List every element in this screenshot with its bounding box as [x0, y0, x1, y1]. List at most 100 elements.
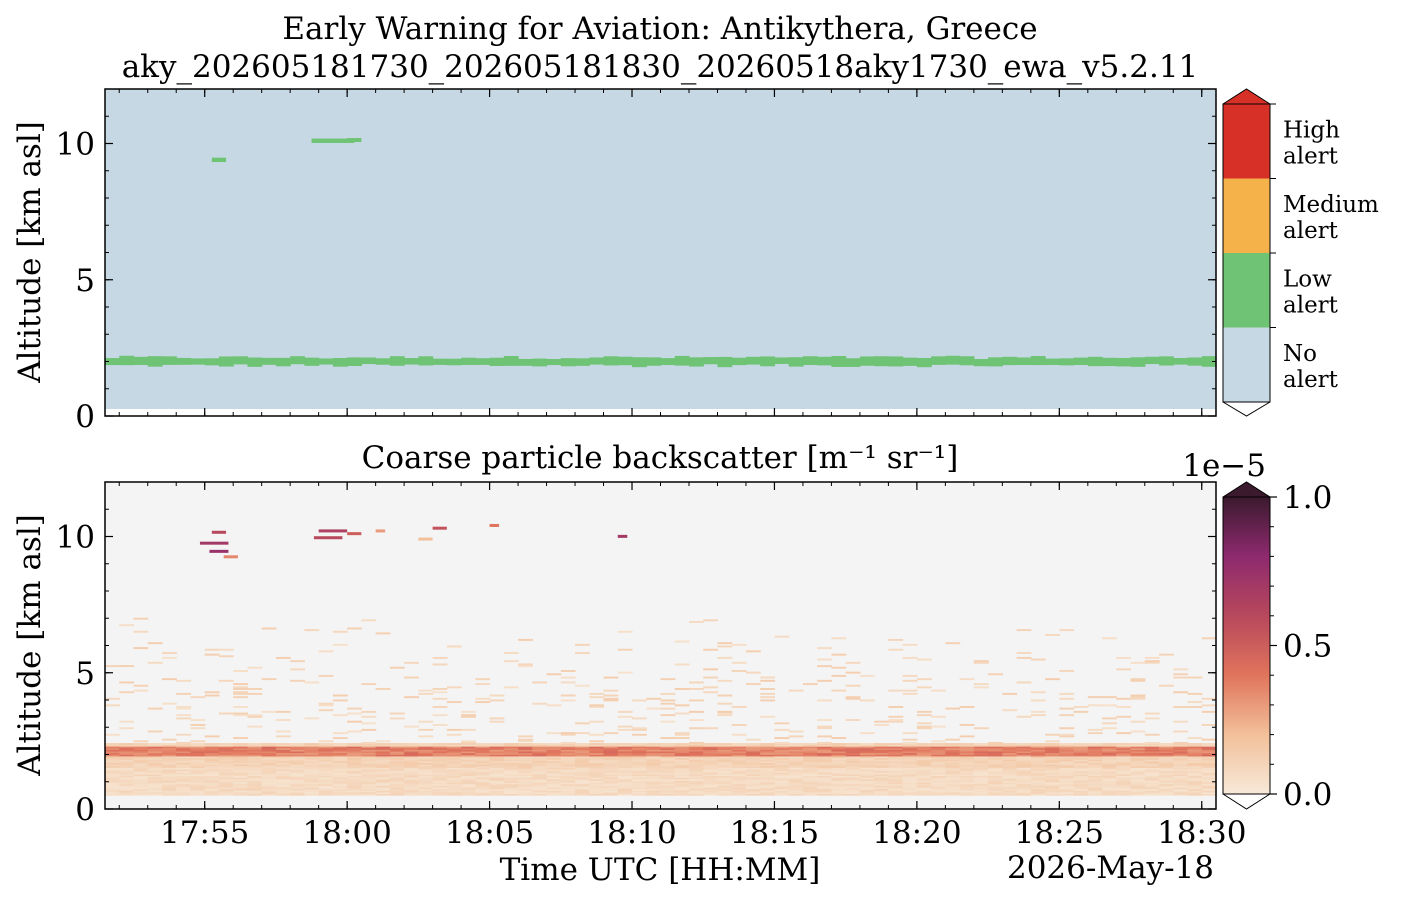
backscatter-cell [133, 793, 149, 796]
backscatter-cell [361, 777, 377, 780]
backscatter-cell [859, 787, 875, 790]
backscatter-cell [1130, 747, 1146, 750]
backscatter-cell [959, 775, 975, 778]
backscatter-cell [617, 777, 633, 780]
backscatter-cell [1045, 777, 1060, 780]
backscatter-cell [774, 752, 790, 755]
backscatter-cell [290, 783, 306, 786]
backscatter-cell [703, 790, 719, 793]
backscatter-cell [560, 676, 576, 679]
backscatter-cell [1173, 783, 1189, 786]
backscatter-cell [1159, 747, 1174, 750]
backscatter-cell [703, 757, 719, 760]
backscatter-cell [1059, 777, 1075, 780]
backscatter-cell [902, 751, 918, 754]
backscatter-cell [874, 777, 889, 780]
backscatter-cell [859, 752, 875, 755]
backscatter-cell [603, 767, 619, 770]
alert-cell-low [304, 357, 320, 366]
backscatter-cell [332, 732, 348, 735]
backscatter-cell [1173, 757, 1189, 760]
backscatter-cell [959, 754, 975, 757]
backscatter-cell [218, 757, 234, 760]
backscatter-cell [888, 785, 904, 788]
backscatter-cell [361, 747, 377, 750]
backscatter-cell [1030, 759, 1046, 762]
backscatter-cell [389, 769, 405, 772]
backscatter-cell [1073, 754, 1089, 757]
backscatter-cell [489, 757, 505, 760]
backscatter-cell [375, 769, 391, 772]
backscatter-cell [518, 782, 533, 785]
alert-cell-low [589, 357, 605, 365]
backscatter-cell [1045, 678, 1060, 681]
backscatter-cell [489, 762, 505, 765]
backscatter-cell [290, 788, 306, 791]
backscatter-cell [489, 756, 505, 759]
backscatter-cell [1102, 777, 1117, 780]
backscatter-cell [617, 728, 633, 731]
backscatter-cell [1002, 752, 1018, 755]
backscatter-cell [1102, 793, 1117, 796]
backscatter-cell [945, 762, 961, 765]
backscatter-cell [703, 743, 719, 745]
alert-cell-low [1201, 356, 1217, 367]
backscatter-cell [147, 747, 163, 750]
backscatter-cell [646, 783, 662, 786]
backscatter-cell [1187, 759, 1203, 762]
backscatter-cell [589, 767, 605, 770]
backscatter-cell [646, 764, 662, 767]
backscatter-cell [1016, 770, 1032, 773]
backscatter-cell [874, 746, 889, 749]
backscatter-cell [1116, 779, 1132, 781]
backscatter-cell [261, 785, 277, 788]
backscatter-cell [133, 746, 149, 749]
backscatter-cell [1116, 780, 1132, 783]
backscatter-cell [503, 787, 519, 790]
backscatter-cell [916, 686, 932, 689]
backscatter-cell [788, 770, 804, 773]
backscatter-cell [575, 764, 590, 767]
backscatter-cell [660, 678, 676, 681]
backscatter-cell [959, 770, 975, 773]
backscatter-cell [603, 787, 619, 790]
backscatter-cell [632, 769, 647, 772]
backscatter-cell [916, 658, 932, 661]
backscatter-cell [204, 751, 220, 754]
backscatter-cell [432, 787, 448, 790]
backscatter-cell-cirrus [209, 549, 229, 553]
backscatter-cell [461, 749, 476, 752]
backscatter-cell [233, 761, 249, 763]
backscatter-cell [1144, 754, 1160, 757]
backscatter-cell [646, 777, 662, 780]
backscatter-cell [774, 722, 790, 725]
backscatter-cell [375, 772, 391, 775]
backscatter-cell [546, 749, 562, 752]
backscatter-cell [603, 761, 619, 763]
backscatter-cell [617, 761, 633, 763]
backscatter-cell [261, 779, 277, 781]
backscatter-cell [973, 769, 989, 772]
backscatter-cell [218, 767, 234, 770]
backscatter-cell [105, 787, 120, 790]
backscatter-cell [731, 769, 747, 772]
backscatter-cell [105, 775, 120, 778]
backscatter-cell [147, 779, 163, 781]
backscatter-cell [361, 788, 377, 791]
backscatter-cell [1201, 710, 1217, 713]
alert-cell-low [959, 356, 975, 366]
backscatter-cell [760, 679, 776, 682]
backscatter-cell [831, 674, 847, 677]
backscatter-cell [660, 772, 676, 775]
backscatter-cell [603, 772, 619, 775]
alert-cell-low [119, 355, 135, 366]
backscatter-cell [717, 780, 733, 783]
backscatter-cell [404, 751, 419, 754]
backscatter-cell [432, 697, 448, 700]
backscatter-cell [1059, 707, 1075, 710]
backscatter-cell [218, 790, 234, 793]
backscatter-cell [774, 779, 790, 781]
backscatter-cell [389, 746, 405, 749]
backscatter-cell [916, 772, 932, 775]
backscatter-cell [902, 783, 918, 786]
